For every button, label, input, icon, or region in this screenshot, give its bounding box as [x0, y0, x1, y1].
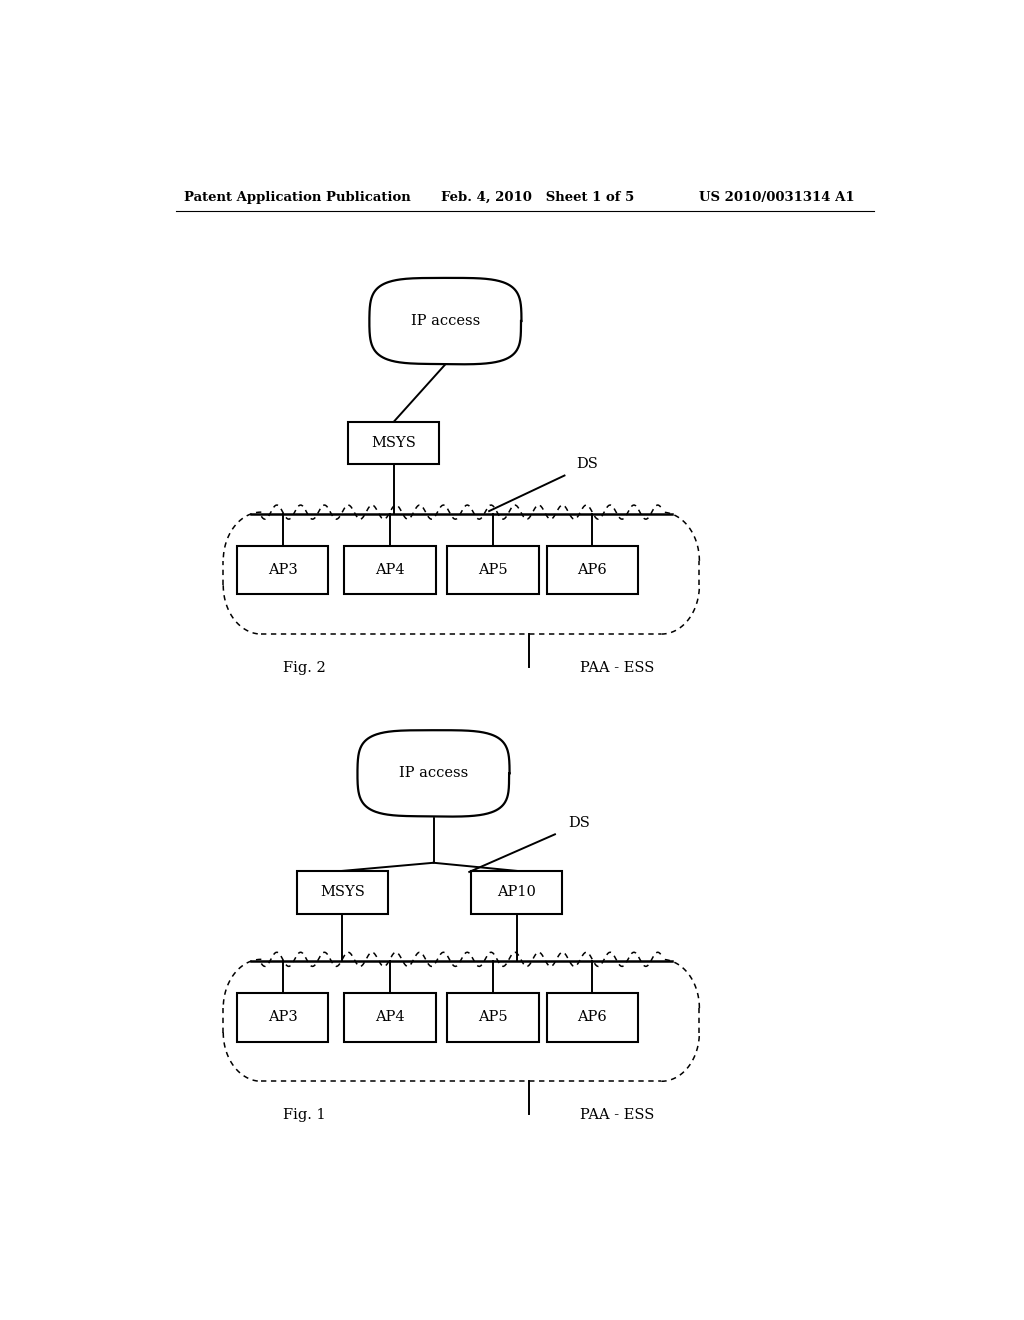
Text: IP access: IP access	[399, 767, 468, 780]
Bar	[471, 871, 562, 913]
Text: AP6: AP6	[578, 564, 607, 577]
Text: AP3: AP3	[268, 564, 298, 577]
Bar	[348, 421, 439, 465]
Text: AP6: AP6	[578, 1010, 607, 1024]
Text: IP access: IP access	[411, 314, 480, 329]
Text: DS: DS	[568, 816, 590, 830]
Text: AP5: AP5	[478, 564, 508, 577]
Text: MSYS: MSYS	[319, 886, 365, 899]
Text: AP10: AP10	[498, 886, 537, 899]
Polygon shape	[370, 279, 521, 364]
Text: Feb. 4, 2010   Sheet 1 of 5: Feb. 4, 2010 Sheet 1 of 5	[441, 190, 635, 203]
Text: Patent Application Publication: Patent Application Publication	[183, 190, 411, 203]
Text: AP4: AP4	[375, 564, 404, 577]
Text: PAA - ESS: PAA - ESS	[581, 1107, 654, 1122]
Bar	[238, 545, 329, 594]
Bar	[344, 545, 435, 594]
Text: Fig. 2: Fig. 2	[283, 661, 326, 675]
Bar	[547, 993, 638, 1041]
Bar	[344, 993, 435, 1041]
Bar	[547, 545, 638, 594]
Text: MSYS: MSYS	[372, 436, 417, 450]
Text: AP4: AP4	[375, 1010, 404, 1024]
Bar	[297, 871, 388, 913]
Polygon shape	[357, 730, 510, 817]
Bar	[447, 993, 539, 1041]
Bar	[238, 993, 329, 1041]
Text: DS: DS	[577, 458, 598, 471]
Bar	[447, 545, 539, 594]
Text: AP5: AP5	[478, 1010, 508, 1024]
Text: PAA - ESS: PAA - ESS	[581, 661, 654, 675]
Text: US 2010/0031314 A1: US 2010/0031314 A1	[699, 190, 855, 203]
Text: Fig. 1: Fig. 1	[283, 1107, 326, 1122]
Text: AP3: AP3	[268, 1010, 298, 1024]
